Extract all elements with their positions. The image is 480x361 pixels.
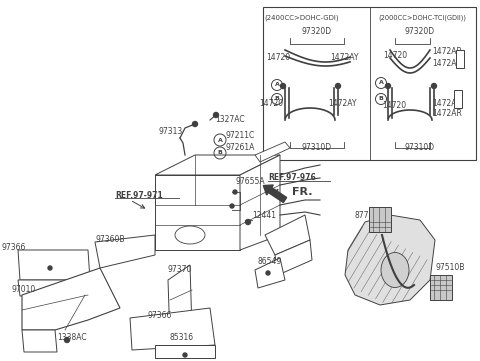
Circle shape — [192, 122, 197, 126]
Text: 97010: 97010 — [12, 286, 36, 295]
Text: 97360B: 97360B — [95, 235, 124, 244]
Circle shape — [233, 190, 237, 194]
Polygon shape — [155, 345, 215, 358]
Circle shape — [64, 338, 70, 343]
Polygon shape — [155, 175, 240, 250]
Text: 97370: 97370 — [168, 265, 192, 274]
Polygon shape — [345, 215, 435, 305]
Text: 14720: 14720 — [266, 53, 290, 62]
Text: 85316: 85316 — [170, 334, 194, 343]
Text: 1327AC: 1327AC — [215, 114, 245, 123]
Text: REF.97-971: REF.97-971 — [115, 191, 163, 200]
Text: 1472AR: 1472AR — [432, 48, 462, 57]
Polygon shape — [275, 240, 312, 275]
Polygon shape — [95, 235, 155, 268]
Text: 97366: 97366 — [2, 244, 26, 252]
Circle shape — [336, 83, 340, 88]
Ellipse shape — [175, 226, 205, 244]
Polygon shape — [168, 265, 192, 340]
Polygon shape — [22, 268, 120, 330]
Text: (2000CC>DOHC-TCI(GDII)): (2000CC>DOHC-TCI(GDII)) — [378, 15, 466, 21]
Polygon shape — [265, 215, 310, 255]
Circle shape — [245, 219, 251, 225]
Text: 97211C: 97211C — [226, 130, 255, 139]
Text: B: B — [217, 151, 222, 156]
Polygon shape — [240, 155, 280, 250]
Text: 1338AC: 1338AC — [57, 334, 86, 343]
Polygon shape — [255, 258, 285, 288]
Circle shape — [183, 353, 187, 357]
Bar — [456, 50, 464, 68]
Polygon shape — [22, 330, 57, 352]
Polygon shape — [155, 155, 280, 175]
Text: 97261A: 97261A — [226, 144, 255, 152]
Text: A: A — [379, 81, 384, 86]
Bar — [454, 90, 462, 108]
Circle shape — [266, 271, 270, 275]
Text: (2400CC>DOHC-GDI): (2400CC>DOHC-GDI) — [264, 15, 339, 21]
Text: 1472AY: 1472AY — [328, 99, 356, 108]
Text: 1472AY: 1472AY — [432, 99, 460, 108]
Text: 97310D: 97310D — [405, 144, 435, 152]
Text: 12441: 12441 — [252, 210, 276, 219]
Text: 97510B: 97510B — [435, 264, 464, 273]
Circle shape — [432, 83, 436, 88]
Circle shape — [385, 83, 391, 88]
Polygon shape — [130, 308, 215, 350]
Text: A: A — [275, 83, 279, 87]
Text: 14720: 14720 — [259, 99, 283, 108]
Text: FR.: FR. — [292, 187, 312, 197]
Text: REF.97-976: REF.97-976 — [268, 174, 316, 183]
Text: 97655A: 97655A — [235, 178, 264, 187]
Text: B: B — [275, 96, 279, 101]
Ellipse shape — [381, 252, 409, 287]
Circle shape — [214, 113, 218, 117]
Text: 87750A: 87750A — [354, 210, 384, 219]
Text: 1472AY: 1472AY — [330, 53, 358, 62]
Text: 14720: 14720 — [382, 100, 406, 109]
Bar — [430, 275, 452, 300]
Text: 86549: 86549 — [258, 257, 282, 266]
Text: 97320D: 97320D — [405, 27, 435, 36]
FancyArrow shape — [264, 185, 287, 203]
Text: 97310D: 97310D — [302, 144, 332, 152]
Text: 1472AR: 1472AR — [432, 109, 462, 117]
Circle shape — [230, 204, 234, 208]
Polygon shape — [18, 280, 92, 296]
Circle shape — [280, 83, 286, 88]
Text: 97320D: 97320D — [302, 27, 332, 36]
Bar — [369, 207, 391, 232]
Polygon shape — [18, 250, 90, 280]
Text: B: B — [379, 96, 384, 101]
Text: 14720: 14720 — [383, 51, 407, 60]
Text: A: A — [217, 138, 222, 143]
Text: 97313: 97313 — [159, 126, 183, 135]
Text: 97366: 97366 — [148, 310, 172, 319]
Circle shape — [48, 266, 52, 270]
Text: 1472AY: 1472AY — [432, 58, 460, 68]
Bar — [263, 7, 476, 160]
Polygon shape — [255, 142, 290, 162]
